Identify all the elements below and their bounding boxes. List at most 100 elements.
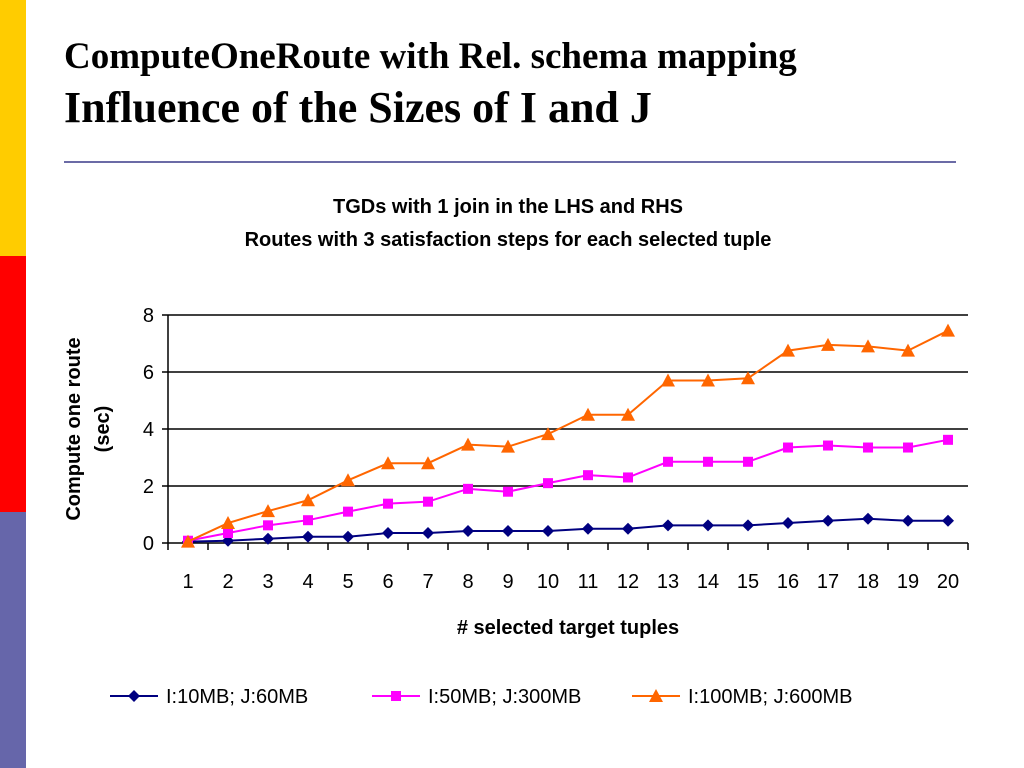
x-tick-label: 2: [222, 571, 233, 593]
data-point: [581, 407, 595, 421]
data-point: [383, 498, 393, 509]
data-point: [782, 517, 794, 530]
data-point: [582, 522, 594, 535]
data-point: [423, 496, 433, 507]
y-axis-title: Compute one route (sec): [63, 337, 114, 520]
legend-label: I:100MB; J:600MB: [688, 686, 853, 708]
x-tick-label: 8: [462, 571, 473, 593]
x-tick-label: 3: [262, 571, 273, 593]
data-point: [543, 478, 553, 489]
data-point: [743, 456, 753, 467]
data-point: [263, 520, 273, 531]
data-point: [342, 530, 354, 543]
data-point: [741, 371, 755, 385]
side-bar-red: [0, 256, 26, 512]
side-bar-blue: [0, 512, 26, 768]
data-point: [862, 512, 874, 525]
data-point: [461, 437, 475, 451]
data-point: [181, 534, 195, 548]
data-point: [703, 456, 713, 467]
data-point: [223, 528, 233, 539]
data-point: [301, 493, 315, 507]
data-point: [623, 472, 633, 483]
legend-label: I:10MB; J:60MB: [166, 686, 308, 708]
data-point: [823, 440, 833, 451]
data-point: [422, 527, 434, 540]
data-point: [541, 427, 555, 441]
data-point: [702, 519, 714, 532]
legend-marker: [128, 690, 140, 702]
data-point: [262, 532, 274, 545]
data-point: [901, 343, 915, 357]
x-tick-label: 15: [737, 571, 759, 593]
x-tick-label: 17: [817, 571, 839, 593]
y-tick-label: 6: [143, 362, 154, 384]
data-point: [463, 483, 473, 494]
legend-item-2: I:50MB; J:300MB: [372, 686, 581, 708]
series-layer: [181, 323, 955, 548]
series-2: [183, 434, 953, 546]
x-tick-label: 6: [382, 571, 393, 593]
data-point: [783, 442, 793, 453]
data-point: [821, 337, 835, 351]
data-point: [501, 439, 515, 453]
data-point: [381, 456, 395, 470]
data-point: [261, 504, 275, 518]
data-point: [341, 473, 355, 487]
title-divider: [64, 161, 956, 163]
x-tick-label: 5: [342, 571, 353, 593]
gridlines: [162, 314, 968, 544]
data-point: [863, 442, 873, 453]
data-point: [503, 486, 513, 497]
series-line-3: [187, 329, 949, 543]
x-tick-label: 7: [422, 571, 433, 593]
data-point: [462, 525, 474, 538]
chart-subtitle: Routes with 3 satisfaction steps for eac…: [245, 229, 772, 251]
x-axis-title: # selected target tuples: [457, 617, 679, 639]
y-axis-title-line-2: (sec): [92, 406, 114, 453]
x-tick-label: 4: [302, 571, 313, 593]
data-point: [902, 514, 914, 527]
data-point: [661, 373, 675, 387]
x-tick-label: 20: [937, 571, 959, 593]
chart-title: TGDs with 1 join in the LHS and RHS: [333, 196, 683, 218]
x-tick-label: 9: [502, 571, 513, 593]
data-point: [421, 456, 435, 470]
data-point: [781, 343, 795, 357]
data-point: [622, 522, 634, 535]
series-3: [181, 323, 955, 548]
data-point: [701, 373, 715, 387]
data-point: [621, 407, 635, 421]
y-tick-label: 4: [143, 419, 154, 441]
slide-title-line-2: Influence of the Sizes of I and J: [64, 82, 652, 132]
y-tick-label: 8: [143, 305, 154, 327]
x-tick-label: 11: [578, 571, 599, 593]
data-point: [942, 514, 954, 527]
legend-marker: [391, 691, 401, 701]
x-tick-label: 1: [182, 571, 193, 593]
x-tick-label: 16: [777, 571, 799, 593]
slide-title: ComputeOneRoute with Rel. schema mapping…: [64, 36, 797, 133]
axes: [167, 315, 969, 550]
slide-title-line-1: ComputeOneRoute with Rel. schema mapping: [64, 36, 797, 77]
data-point: [343, 506, 353, 517]
data-point: [542, 525, 554, 538]
y-axis-title-line-1: Compute one route: [63, 337, 85, 520]
series-line-2: [187, 438, 949, 542]
x-tick-label: 18: [857, 571, 879, 593]
data-point: [502, 525, 514, 538]
legend-label: I:50MB; J:300MB: [428, 686, 581, 708]
x-tick-labels: 1 2 3 4 5 6 7 8 9 10 11 12 13 14 15 16 17 18 19 20: [182, 571, 959, 593]
x-tick-label: 13: [657, 571, 679, 593]
data-point: [822, 514, 834, 527]
data-point: [941, 323, 955, 337]
data-point: [302, 530, 314, 543]
data-point: [943, 434, 953, 445]
x-tick-label: 10: [537, 571, 559, 593]
data-point: [583, 470, 593, 481]
data-point: [861, 339, 875, 353]
legend-item-3: I:100MB; J:600MB: [632, 686, 853, 708]
data-point: [303, 515, 313, 526]
legend: I:10MB; J:60MB I:50MB; J:300MB I:100MB; J:…: [110, 686, 853, 708]
